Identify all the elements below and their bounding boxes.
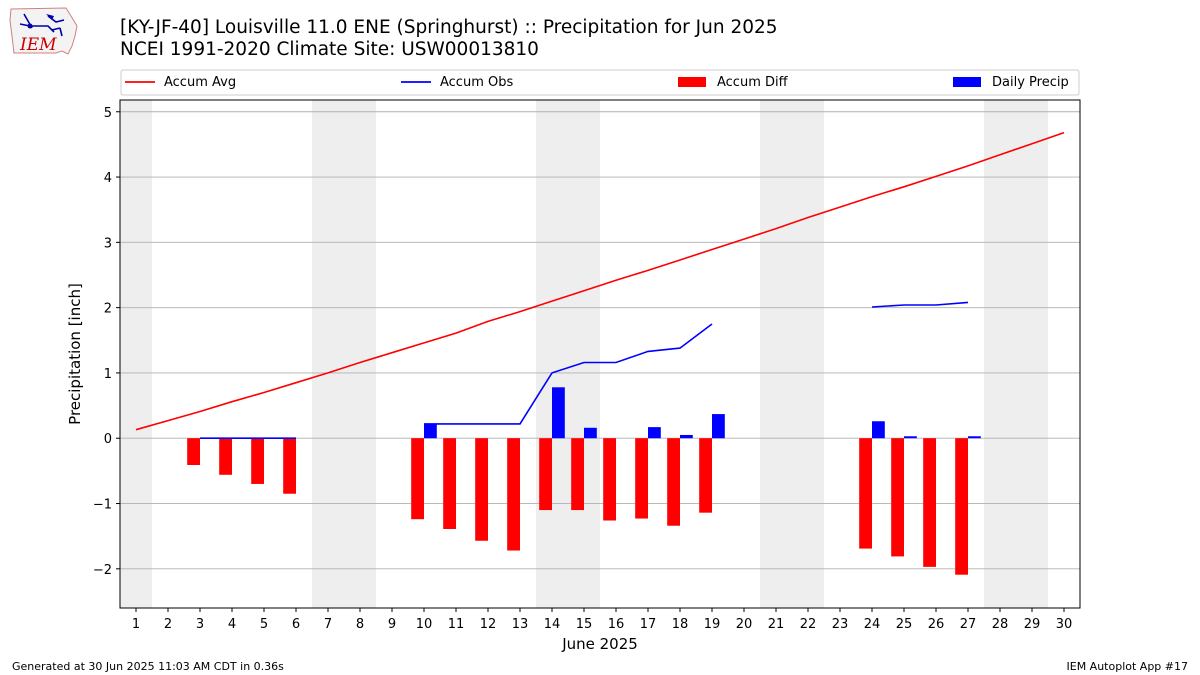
y-tick-label: −2 (93, 563, 112, 578)
x-axis-label: June 2025 (561, 635, 638, 653)
app-footer: IEM Autoplot App #17 (1066, 660, 1189, 673)
accum-diff-bar (251, 438, 264, 484)
weekend-shade (344, 100, 376, 608)
accum-diff-bar (923, 438, 936, 567)
weekend-shade (760, 100, 792, 608)
x-tick-label: 22 (800, 617, 817, 632)
daily-precip-bar (552, 387, 565, 439)
daily-precip-bar (680, 434, 693, 439)
x-tick-label: 25 (896, 617, 913, 632)
generated-footer: Generated at 30 Jun 2025 11:03 AM CDT in… (12, 660, 284, 673)
logo-text: IEM (19, 35, 57, 55)
x-tick-label: 4 (228, 617, 236, 632)
daily-precip-bar (648, 427, 661, 439)
x-tick-label: 7 (324, 617, 332, 632)
x-tick-label: 10 (416, 617, 433, 632)
legend-box (120, 69, 1080, 96)
daily-precip-bar (904, 436, 917, 439)
x-tick-label: 13 (512, 617, 529, 632)
x-tick-label: 15 (576, 617, 593, 632)
weekend-shade (792, 100, 824, 608)
x-tick-label: 6 (292, 617, 300, 632)
x-tick-label: 19 (704, 617, 721, 632)
accum-diff-bar (443, 438, 456, 529)
x-tick-label: 17 (640, 617, 657, 632)
y-tick-label: 4 (104, 171, 112, 186)
plot-frame (119, 99, 1081, 609)
daily-precip-bar (584, 427, 597, 439)
y-tick-label: 3 (104, 236, 112, 251)
legend-accum-avg-label: Accum Avg (164, 75, 236, 90)
y-tick-label: 0 (104, 432, 112, 447)
y-tick-label: 2 (104, 302, 112, 317)
y-tick-label: −1 (93, 498, 112, 513)
weekend-shade (536, 100, 568, 608)
x-tick-label: 2 (164, 617, 172, 632)
accum-diff-bar (283, 438, 296, 494)
chart-title: [KY-JF-40] Louisville 11.0 ENE (Springhu… (120, 17, 778, 38)
x-tick-label: 20 (736, 617, 753, 632)
accum-obs-line (871, 301, 969, 308)
accum-diff-bar (699, 438, 712, 513)
x-tick-label: 14 (544, 617, 561, 632)
daily-precip-bar (872, 421, 885, 439)
x-tick-label: 30 (1056, 617, 1073, 632)
x-tick-label: 28 (992, 617, 1009, 632)
daily-precip-bar (712, 414, 725, 439)
daily-precip-bar (968, 436, 981, 439)
x-tick-label: 1 (132, 617, 140, 632)
weekend-shade (120, 100, 152, 608)
accum-diff-bar (859, 438, 872, 549)
x-tick-label: 24 (864, 617, 881, 632)
accum-avg-line (135, 131, 1065, 431)
accum-diff-bar (411, 438, 424, 520)
chart-subtitle: NCEI 1991-2020 Climate Site: USW00013810 (120, 39, 539, 60)
accum-diff-bar (667, 438, 680, 526)
accum-diff-bar (507, 438, 520, 551)
x-tick-label: 3 (196, 617, 204, 632)
legend-daily-precip-swatch (953, 77, 981, 87)
accum-diff-bar (635, 438, 648, 519)
accum-diff-bar (187, 438, 200, 466)
legend-accum-diff-label: Accum Diff (717, 75, 789, 90)
y-tick-label: 1 (104, 367, 112, 382)
y-tick-label: 5 (104, 106, 112, 121)
x-tick-label: 16 (608, 617, 625, 632)
x-tick-label: 5 (260, 617, 268, 632)
accum-diff-bar (955, 438, 968, 575)
accum-diff-bar (219, 438, 232, 475)
legend-accum-diff-swatch (678, 77, 706, 87)
x-tick-label: 8 (356, 617, 364, 632)
accum-diff-bar (891, 438, 904, 557)
accum-obs-line (424, 323, 713, 425)
weekend-shade (312, 100, 344, 608)
x-tick-label: 21 (768, 617, 785, 632)
x-tick-label: 12 (480, 617, 497, 632)
accum-diff-bar (571, 438, 584, 511)
daily-precip-bar (424, 423, 437, 439)
accum-diff-bar (539, 438, 552, 511)
accum-diff-bar (603, 438, 616, 521)
weekend-shade (568, 100, 600, 608)
x-tick-label: 11 (448, 617, 465, 632)
legend-accum-obs-label: Accum Obs (440, 75, 513, 90)
y-axis-label: Precipitation [inch] (66, 283, 84, 425)
legend-daily-precip-label: Daily Precip (992, 75, 1069, 90)
iem-logo-icon: IEM (9, 7, 78, 55)
accum-diff-bar (475, 438, 488, 541)
weekend-shade (1016, 100, 1048, 608)
x-tick-label: 26 (928, 617, 945, 632)
x-tick-label: 23 (832, 617, 849, 632)
x-tick-label: 9 (388, 617, 396, 632)
x-tick-label: 27 (960, 617, 977, 632)
x-tick-label: 29 (1024, 617, 1041, 632)
weekend-shade (984, 100, 1016, 608)
x-tick-label: 18 (672, 617, 689, 632)
